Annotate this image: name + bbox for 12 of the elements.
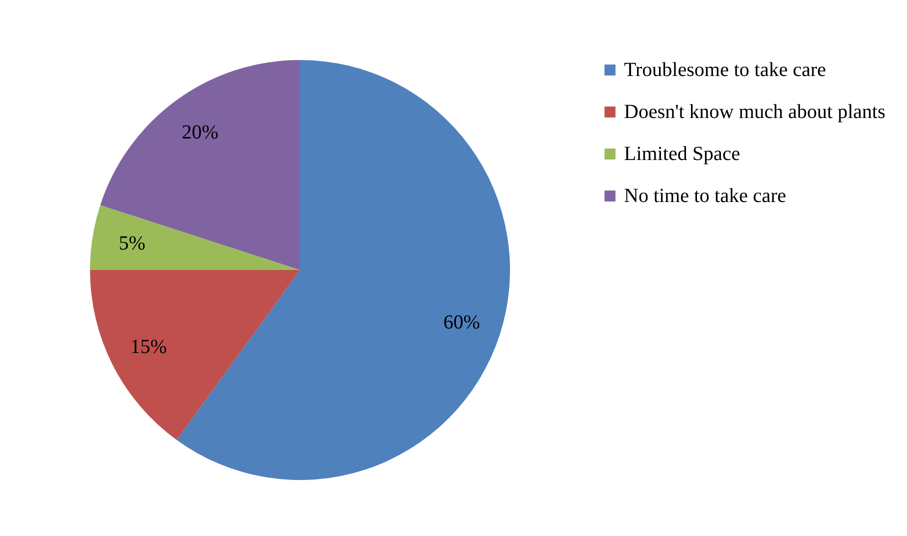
data-label: 60%: [443, 312, 480, 334]
pie-slice: [176, 60, 510, 480]
data-label: 15%: [130, 336, 167, 358]
legend-label: Doesn't know much about plants: [624, 101, 886, 123]
data-label: 20%: [182, 121, 218, 144]
data-label: 5%: [118, 232, 146, 254]
legend-label: No time to take care: [624, 185, 786, 207]
legend-label: Troublesome to take care: [624, 59, 826, 81]
pie-slice: [100, 60, 300, 270]
pie-slice: [90, 205, 300, 270]
legend-label: Limited Space: [624, 143, 740, 165]
pie-slice: [90, 270, 300, 440]
